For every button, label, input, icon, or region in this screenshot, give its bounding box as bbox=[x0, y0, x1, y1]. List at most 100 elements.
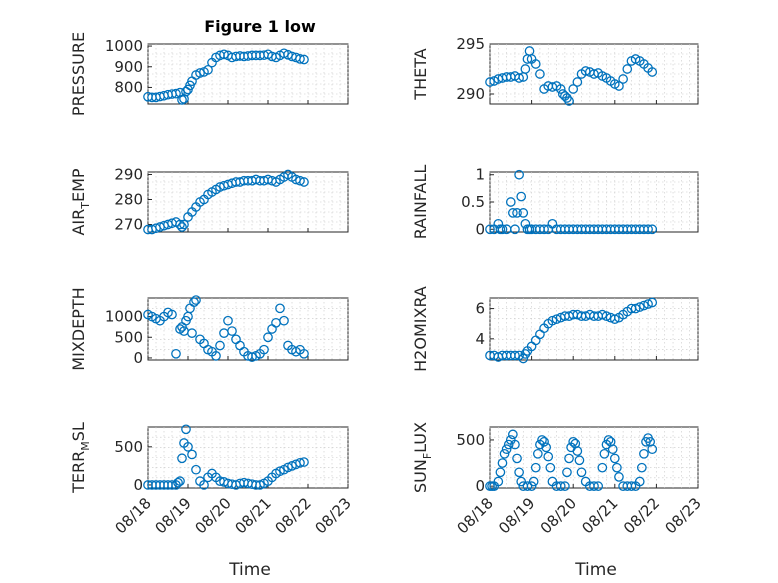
data-point bbox=[503, 439, 514, 450]
data-point bbox=[493, 476, 504, 487]
data-point bbox=[179, 93, 189, 104]
data-point bbox=[195, 68, 205, 78]
data-point bbox=[537, 435, 547, 445]
data-point bbox=[514, 169, 524, 180]
data-point bbox=[219, 49, 229, 60]
data-point bbox=[555, 481, 566, 492]
y-axis-label-sun_flux: SUNFLUX bbox=[411, 422, 434, 493]
data-point bbox=[636, 462, 647, 473]
y-tick-label: 500 bbox=[114, 328, 143, 346]
data-point bbox=[508, 429, 518, 440]
data-point bbox=[499, 448, 510, 459]
y-tick-label: 1000 bbox=[105, 37, 143, 55]
data-point bbox=[643, 299, 653, 309]
y-tick-label: 6 bbox=[475, 300, 485, 318]
data-point bbox=[215, 340, 225, 351]
x-tick-label: 08/18 bbox=[454, 494, 497, 537]
data-point bbox=[211, 351, 221, 361]
data-point bbox=[199, 480, 209, 490]
data-point bbox=[167, 309, 177, 320]
data-point bbox=[612, 462, 622, 473]
data-point bbox=[181, 424, 191, 435]
data-point bbox=[259, 344, 269, 355]
series-pressure bbox=[143, 48, 309, 105]
data-point bbox=[564, 96, 574, 106]
data-point bbox=[643, 224, 653, 235]
data-point bbox=[518, 353, 529, 364]
data-point bbox=[514, 73, 524, 83]
data-point bbox=[634, 476, 645, 487]
data-point bbox=[279, 48, 289, 59]
data-point bbox=[562, 93, 572, 103]
grid-rainfall bbox=[489, 172, 699, 232]
series-sun_flux bbox=[485, 429, 658, 492]
data-point bbox=[609, 453, 620, 464]
data-point bbox=[179, 219, 189, 230]
y-tick-label: 280 bbox=[114, 191, 143, 209]
panel-pressure: 800 900 1000 PRESSURE bbox=[69, 32, 349, 116]
data-point bbox=[526, 481, 537, 492]
y-label-main: SUN bbox=[411, 459, 430, 493]
data-point bbox=[295, 457, 305, 468]
data-point bbox=[568, 436, 579, 447]
y-label-subscript: T bbox=[79, 202, 92, 210]
data-point bbox=[614, 472, 624, 482]
y-label-main: PRESSURE bbox=[69, 32, 88, 116]
data-point bbox=[634, 302, 645, 312]
data-point bbox=[630, 303, 641, 314]
data-point bbox=[576, 467, 587, 478]
data-point bbox=[572, 77, 583, 87]
y-tick-label: 270 bbox=[114, 216, 143, 234]
data-point bbox=[485, 77, 495, 87]
x-tick-label: 08/19 bbox=[495, 494, 538, 537]
data-point bbox=[497, 458, 508, 468]
data-point bbox=[603, 435, 614, 445]
series-mixdepth bbox=[143, 295, 309, 362]
series-terr_msl bbox=[143, 424, 309, 490]
y-label-main: RAINFALL bbox=[411, 165, 430, 240]
y-axis-label-theta: THETA bbox=[411, 48, 430, 100]
data-point bbox=[203, 65, 213, 75]
y-axis-label-air_temp: AIRTEMP bbox=[69, 168, 92, 235]
data-point bbox=[299, 457, 309, 467]
data-point bbox=[607, 444, 618, 455]
data-point bbox=[555, 84, 566, 94]
y-tick-label: 900 bbox=[114, 58, 143, 76]
y-tick-label: 0 bbox=[133, 349, 143, 367]
grid-sun_flux bbox=[489, 427, 699, 488]
data-point bbox=[522, 481, 533, 492]
y-label-tail: EMP bbox=[69, 168, 88, 202]
y-tick-label: 4 bbox=[475, 330, 485, 348]
data-point bbox=[551, 314, 562, 325]
y-label-main: MIXDEPTH bbox=[69, 287, 88, 370]
data-point bbox=[516, 476, 527, 487]
y-tick-label: 0.5 bbox=[461, 193, 485, 211]
x-tick-label: 08/18 bbox=[112, 494, 155, 537]
data-point bbox=[497, 224, 508, 235]
data-point bbox=[167, 480, 177, 490]
data-point bbox=[543, 451, 554, 462]
panel-mixdepth: 0 500 1000 MIXDEPTH bbox=[69, 287, 349, 371]
data-point bbox=[485, 224, 495, 235]
data-point bbox=[299, 177, 309, 187]
data-point bbox=[279, 315, 289, 326]
data-point bbox=[516, 191, 527, 202]
data-point bbox=[514, 467, 524, 478]
x-axis-label-sun_flux: Time bbox=[574, 560, 617, 580]
data-point bbox=[299, 348, 309, 359]
y-axis-label-terr_msl: TERRMSL bbox=[69, 422, 92, 494]
data-point bbox=[535, 69, 545, 79]
data-point bbox=[189, 297, 199, 307]
data-point bbox=[618, 74, 628, 84]
y-label-tail: LUX bbox=[411, 422, 430, 453]
data-point bbox=[275, 303, 285, 314]
data-point bbox=[568, 84, 579, 94]
data-point bbox=[597, 309, 608, 320]
panel-h2omixra: 4 6 H2OMIXRA bbox=[411, 286, 699, 372]
y-tick-label: 1000 bbox=[105, 308, 143, 326]
data-point bbox=[547, 315, 558, 326]
data-point bbox=[601, 311, 612, 321]
series-air_temp bbox=[143, 169, 309, 235]
panel-rainfall: 0 0.5 1 RAINFALL bbox=[411, 165, 699, 240]
